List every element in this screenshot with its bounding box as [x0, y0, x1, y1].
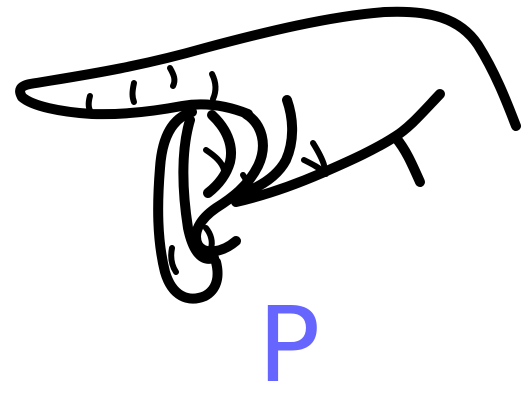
knuckle-line-4: [167, 65, 178, 89]
middle-finger-outline: [153, 107, 223, 304]
hand-back-outline: [15, 6, 521, 131]
joint-line-1: [240, 172, 252, 199]
knuckle-line-3: [209, 71, 219, 102]
fingertip-crease: [168, 245, 179, 275]
sign-letter: P: [257, 284, 321, 406]
middle-finger-inner: [178, 115, 219, 264]
joint-line-2: [310, 140, 327, 168]
palm-lower-edge: [231, 89, 445, 207]
thumb-outline: [191, 109, 268, 257]
knuckle-line-1: [85, 93, 94, 115]
knuckle-line-2: [129, 80, 137, 105]
thumb-nail-line: [203, 147, 227, 173]
middle-nail-line: [203, 225, 215, 251]
ring-finger-outline: [238, 95, 298, 198]
pinky-curl: [391, 133, 425, 187]
thumb-base: [203, 110, 236, 198]
index-finger-underside: [17, 92, 253, 120]
joint-line-3: [301, 157, 329, 177]
